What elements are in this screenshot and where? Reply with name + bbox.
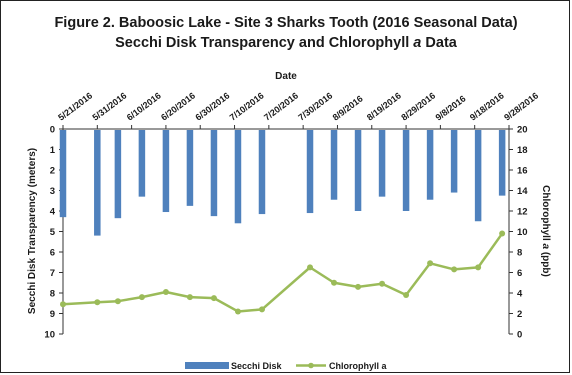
chlorophyll-point (210, 295, 217, 302)
date-tick-label: 8/29/2016 (399, 91, 437, 123)
date-tick-label: 7/30/2016 (296, 91, 334, 123)
secchi-bar (94, 130, 101, 236)
x-axis-title: Date (275, 71, 297, 82)
secchi-bar (498, 130, 506, 196)
chlorophyll-point (475, 264, 482, 271)
secchi-bar (474, 130, 482, 222)
secchi-bar (354, 130, 362, 211)
legend-swatch-secchi (185, 362, 229, 369)
chlorophyll-point (403, 292, 410, 299)
date-tick-label: 9/28/2016 (502, 91, 540, 123)
chlorophyll-point (114, 298, 121, 305)
left-y-tick-label: 9 (50, 309, 55, 320)
chlorophyll-point (451, 266, 458, 273)
chlorophyll-point (499, 230, 506, 237)
chlorophyll-point (258, 306, 265, 313)
right-y-tick-label: 8 (517, 248, 522, 259)
right-y-tick-label: 0 (517, 330, 522, 341)
secchi-bar (258, 130, 266, 215)
chlorophyll-point (60, 301, 66, 308)
secchi-bar (426, 130, 434, 200)
date-tick-label: 7/20/2016 (262, 91, 300, 123)
left-y-tick-label: 0 (50, 125, 55, 136)
chlorophyll-point (138, 294, 145, 301)
left-y-axis-title: Secchi Disk Transparency (meters) (27, 148, 38, 314)
secchi-bar (330, 130, 338, 200)
date-tick-label: 7/10/2016 (228, 91, 266, 123)
secchi-bar (59, 130, 67, 218)
legend-swatch-chlorophyll-marker (308, 362, 314, 369)
left-y-tick-label: 2 (50, 166, 55, 177)
secchi-bar (402, 130, 410, 211)
secchi-bar (138, 130, 146, 197)
secchi-bar (234, 130, 242, 224)
chlorophyll-line (62, 232, 504, 313)
chlorophyll-point (94, 299, 101, 306)
left-y-tick-label: 8 (50, 289, 55, 300)
legend-label-chlorophyll: Chlorophyll a (329, 361, 387, 371)
date-tick-label: 9/8/2016 (434, 94, 468, 123)
legend: Secchi Disk Chlorophyll a (185, 361, 387, 371)
right-y-tick-label: 4 (517, 289, 523, 300)
date-tick-label: 5/21/2016 (56, 91, 94, 123)
chart-title-line2: Secchi Disk Transparency and Chlorophyll… (115, 35, 458, 51)
date-tick-label: 8/19/2016 (365, 91, 403, 123)
secchi-bar (450, 130, 458, 193)
secchi-bar (114, 130, 122, 219)
right-y-tick-label: 6 (517, 268, 522, 279)
secchi-bar (210, 130, 218, 217)
chlorophyll-point (331, 279, 338, 286)
date-tick-label: 9/18/2016 (468, 91, 506, 123)
chlorophyll-point (427, 260, 434, 267)
left-y-tick-label: 7 (50, 268, 55, 279)
secchi-bar (162, 130, 170, 213)
date-tick-label: 8/9/2016 (331, 94, 365, 123)
right-y-tick-label: 18 (517, 145, 528, 156)
date-tick-label: 6/20/2016 (159, 91, 197, 123)
chlorophyll-point (379, 280, 386, 287)
left-y-tick-label: 4 (50, 207, 56, 218)
left-y-tick-label: 10 (44, 330, 55, 341)
secchi-bars-group (59, 130, 506, 236)
left-y-tick-label: 3 (50, 186, 55, 197)
right-y-axis-title: Chlorophyll a (ppb) (540, 185, 551, 277)
secchi-bar (378, 130, 386, 197)
secchi-bar (306, 130, 314, 214)
right-y-tick-label: 10 (517, 227, 528, 238)
chlorophyll-point (355, 283, 362, 290)
date-tick-label: 5/31/2016 (90, 91, 128, 123)
secchi-bar (186, 130, 194, 206)
left-y-tick-label: 5 (50, 227, 56, 238)
date-tick-label: 6/10/2016 (125, 91, 163, 123)
chlorophyll-point (162, 288, 169, 295)
right-y-tick-label: 14 (517, 186, 528, 197)
left-y-tick-label: 1 (50, 145, 56, 156)
legend-label-secchi: Secchi Disk (231, 361, 283, 371)
left-y-tick-label: 6 (50, 248, 55, 259)
chlorophyll-point (307, 264, 314, 271)
right-y-tick-label: 12 (517, 207, 528, 218)
date-tick-label: 6/30/2016 (193, 91, 231, 123)
chlorophyll-point (186, 294, 193, 301)
right-y-tick-label: 16 (517, 166, 528, 177)
chlorophyll-point (234, 308, 241, 315)
chart-title-line1: Figure 2. Baboosic Lake - Site 3 Sharks … (54, 15, 517, 31)
right-y-tick-label: 2 (517, 309, 522, 320)
right-y-tick-label: 20 (517, 125, 528, 136)
chlorophyll-line-group (60, 230, 506, 315)
